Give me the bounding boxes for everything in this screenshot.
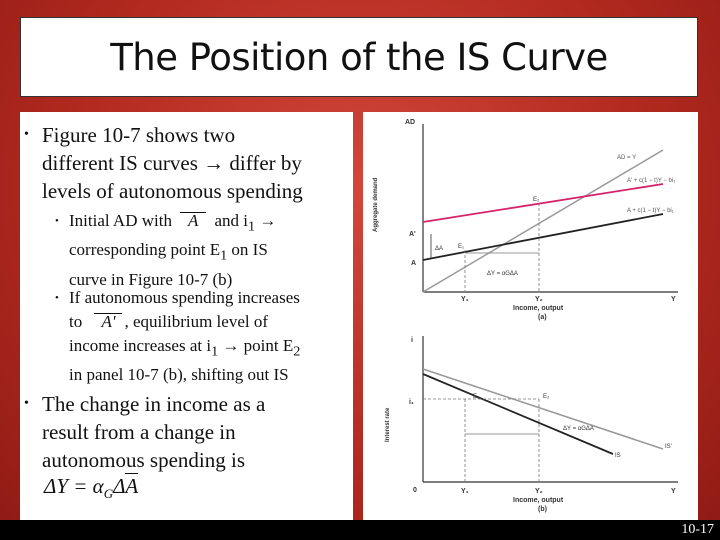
origin-label: 0 <box>413 487 417 494</box>
sub-bullet-1a-line2b: on IS <box>227 240 268 260</box>
is-prime-label: IS' <box>665 444 672 450</box>
i1-label: i₁ <box>409 399 414 406</box>
panel-b-y2: Y₂ <box>535 488 543 495</box>
is-curve <box>422 373 614 455</box>
panel-a: AD Aggregate demand AD = Y A' + c(1 − t)… <box>373 119 678 321</box>
ad-line-lower-label: A + c(1 − t)Y − bi₁ <box>627 208 674 214</box>
sub-bullet-1a-line2: corresponding point E <box>69 240 221 260</box>
sub-bullet-1b-line4: in panel 10-7 (b), shifting out IS <box>69 365 289 385</box>
delta-y-label: ΔY = αGΔA <box>487 271 518 277</box>
bullet-1: • Figure 10-7 shows two different IS cur… <box>24 121 303 205</box>
y-label: Y <box>671 296 676 303</box>
panel-b-y: Y <box>671 488 676 495</box>
sub-bullet-1a-line3: curve in Figure 10-7 (b) <box>69 269 233 289</box>
sub-bullet-1b: • If autonomous spending increases to A'… <box>55 286 301 387</box>
panel-a-id: (a) <box>538 314 547 321</box>
sub-bullet-1a-text: Initial AD with <box>69 211 172 230</box>
ad-line-upper <box>422 183 664 223</box>
bullet-1-line1: Figure 10-7 shows two <box>42 123 236 147</box>
bullet-2-line2: result from a change in <box>42 420 236 444</box>
sub-bullet-1a-text-2: and i <box>214 211 248 230</box>
formula: ΔY = αGΔA <box>44 473 139 502</box>
sub-bullet-dot: • <box>55 215 59 227</box>
ad-line-lower <box>422 213 664 261</box>
slide-title: The Position of the IS Curve <box>110 35 608 79</box>
y1-label: Y₁ <box>461 296 469 303</box>
bullet-2: • The change in income as a result from … <box>24 390 266 474</box>
footer-bar <box>0 520 720 540</box>
panel-b: i Interest rate i₁ E₁ E₂ ΔY = αGΔA IS' I… <box>385 336 678 513</box>
sub-bullet-1b-line2b: , equilibrium level of <box>124 312 269 331</box>
sub-bullet-1b-line1: If autonomous spending increases <box>69 288 300 307</box>
bullet-1-line2: different IS curves → differ by <box>42 151 302 175</box>
arrow-symbol: → <box>259 211 277 230</box>
subscript: 1 <box>220 247 228 264</box>
e2-label: E₂ <box>533 197 540 203</box>
page-number: 10-17 <box>681 522 714 537</box>
sub-bullet-1b-line3a: income increases at i <box>69 336 212 355</box>
bullet-1-line3: levels of autonomous spending <box>42 179 303 203</box>
ad-equals-y-line <box>422 149 664 293</box>
subscript: 2 <box>293 343 301 360</box>
y2-label: Y₂ <box>535 296 543 303</box>
sub-bullet-1a: • Initial AD with A and i1 → correspondi… <box>55 209 277 292</box>
panel-b-id: (b) <box>538 506 547 513</box>
panel-b-delta-y: ΔY = αGΔA <box>563 426 594 432</box>
panel-b-e1: E₁ <box>473 394 479 400</box>
ad-eq-y-label: AD = Y <box>617 155 636 161</box>
a-label: A <box>411 260 416 267</box>
figure-svg: AD Aggregate demand AD = Y A' + c(1 − t)… <box>373 119 678 513</box>
a-bar-symbol: A <box>180 212 207 229</box>
panel-b-y-label: Interest rate <box>385 407 391 442</box>
bullet-2-line1: The change in income as a <box>42 392 266 416</box>
ad-line-upper-label: A' + c(1 − t)Y − bi₁ <box>627 178 675 184</box>
panel-b-y-title: i <box>411 337 413 344</box>
panel-a-x-title: Income, output <box>513 305 564 312</box>
e1-label: E₁ <box>458 244 464 250</box>
bullet-dot: • <box>24 396 29 411</box>
subscript: 1 <box>247 218 256 235</box>
title-box: The Position of the IS Curve <box>20 17 698 97</box>
panel-a-y-label: Aggregate demand <box>373 177 379 232</box>
is-label: IS <box>615 453 621 459</box>
panel-b-x-title: Income, output <box>513 497 564 504</box>
panel-b-e2: E₂ <box>543 394 550 400</box>
bullet-2-line3: autonomous spending is <box>42 448 245 472</box>
text-panel: • Figure 10-7 shows two different IS cur… <box>20 112 353 520</box>
sub-bullet-1b-line3b: → point E <box>218 336 294 355</box>
subscript: 1 <box>211 343 219 360</box>
figure-panel: AD Aggregate demand AD = Y A' + c(1 − t)… <box>363 112 698 520</box>
sub-bullet-dot: • <box>55 292 59 304</box>
panel-b-y1: Y₁ <box>461 488 469 495</box>
bullet-dot: • <box>24 127 29 142</box>
delta-a-label: ΔA <box>435 246 443 252</box>
panel-a-y-title: AD <box>405 119 415 126</box>
a-prime-label: A' <box>409 231 416 238</box>
sub-bullet-1b-line2a: to <box>69 312 83 331</box>
is-prime-curve <box>422 368 664 450</box>
a-prime-bar-symbol: A' <box>94 313 123 330</box>
